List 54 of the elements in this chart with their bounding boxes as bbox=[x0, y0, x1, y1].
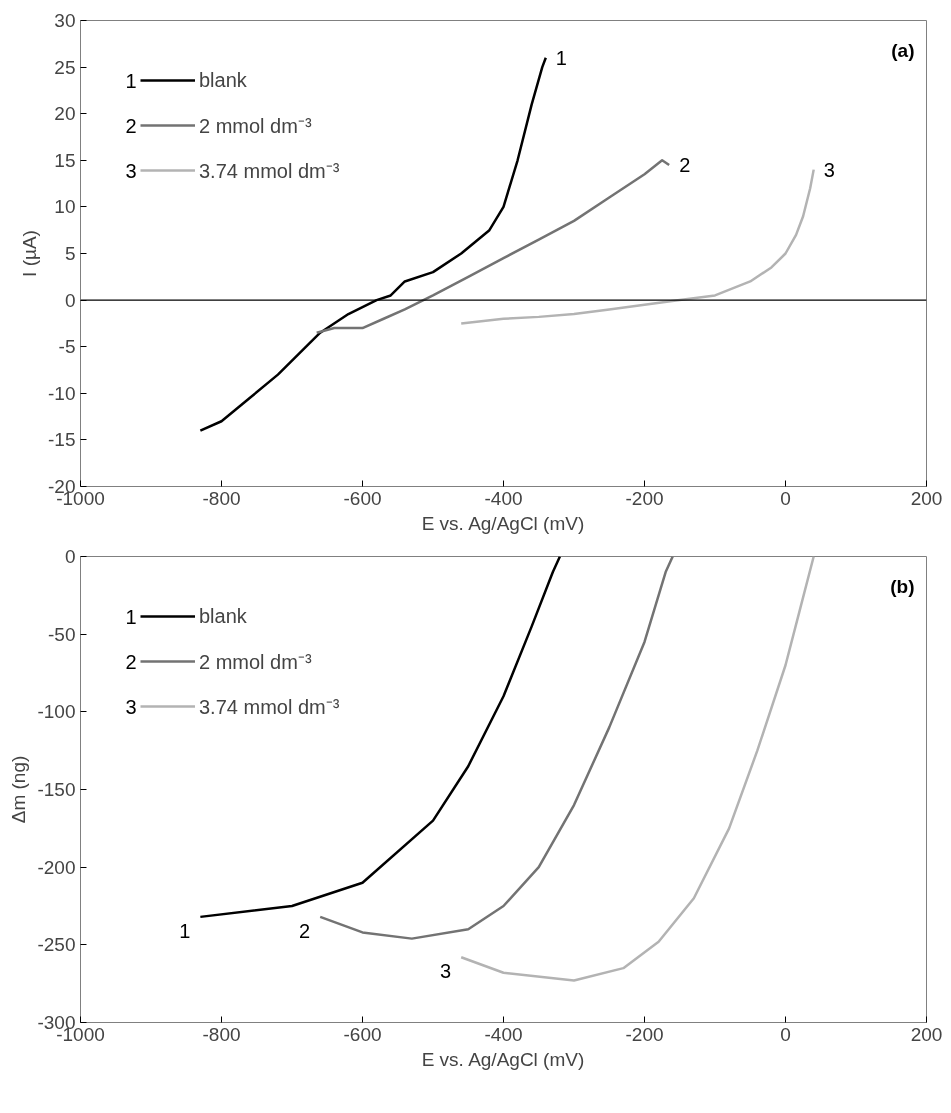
text: 1 bbox=[125, 605, 137, 628]
annotation: 2 bbox=[299, 919, 311, 942]
x-tick-label: -400 bbox=[484, 1023, 523, 1045]
legend-label: 2 mmol dm⁻³ bbox=[199, 649, 312, 675]
text: 3 bbox=[125, 159, 137, 182]
y-tick-label: -250 bbox=[37, 934, 76, 956]
x-tick-label: -800 bbox=[202, 1023, 241, 1045]
legend-label: 2 mmol dm⁻³ bbox=[199, 113, 312, 139]
y-tick-label: -150 bbox=[37, 779, 76, 800]
x-tick-label: 200 bbox=[910, 487, 943, 509]
y-tick-label: 5 bbox=[64, 243, 76, 264]
y-tick-label: 15 bbox=[54, 149, 76, 171]
x-tick-label: -200 bbox=[625, 1023, 664, 1045]
y-axis-title: I (µA) bbox=[19, 230, 41, 277]
text: 3 bbox=[125, 695, 137, 718]
y-tick-label: -15 bbox=[48, 429, 76, 451]
annotation: 3 bbox=[440, 960, 452, 983]
y-tick-label: 25 bbox=[54, 56, 76, 78]
legend-label: blank bbox=[199, 67, 247, 93]
y-tick-label: -5 bbox=[58, 336, 76, 358]
legend-label: 3.74 mmol dm⁻³ bbox=[199, 158, 340, 184]
y-tick-label: -10 bbox=[48, 382, 76, 404]
x-tick-label: -600 bbox=[343, 1023, 382, 1045]
annotation: 1 bbox=[555, 46, 567, 69]
x-tick-label: 0 bbox=[780, 487, 791, 509]
y-tick-label: 0 bbox=[64, 289, 76, 311]
x-tick-label: 0 bbox=[780, 1023, 791, 1045]
x-tick-label: 200 bbox=[910, 1023, 943, 1045]
annotation: 1 bbox=[179, 919, 191, 942]
annotation: 3 bbox=[823, 158, 835, 181]
y-axis-title: Δm (ng) bbox=[8, 755, 30, 824]
text: 2 bbox=[125, 650, 137, 673]
y-tick-label: 10 bbox=[54, 196, 76, 218]
legend-label: blank bbox=[199, 603, 247, 629]
y-tick-label: 30 bbox=[54, 10, 76, 31]
x-tick-label: -400 bbox=[484, 487, 523, 509]
x-tick-label: -200 bbox=[625, 487, 664, 509]
x-tick-label: -600 bbox=[343, 487, 382, 509]
y-tick-label: 0 bbox=[64, 546, 76, 567]
y-tick-label: -50 bbox=[48, 623, 76, 645]
line-series bbox=[459, 556, 815, 982]
text: 1 bbox=[125, 69, 137, 92]
y-tick-label: -200 bbox=[37, 856, 76, 878]
line-series bbox=[199, 556, 562, 919]
y-tick-label: -100 bbox=[37, 701, 76, 723]
annotation: 2 bbox=[679, 153, 691, 176]
y-tick-label: 20 bbox=[54, 103, 76, 125]
x-axis-title: E vs. Ag/AgCl (mV) bbox=[421, 1048, 585, 1070]
x-tick-label: -800 bbox=[202, 487, 241, 509]
text: 2 bbox=[125, 114, 137, 137]
legend-label: 3.74 mmol dm⁻³ bbox=[199, 694, 340, 720]
annotation: (a) bbox=[891, 40, 915, 61]
x-axis-title: E vs. Ag/AgCl (mV) bbox=[421, 512, 585, 534]
annotation: (b) bbox=[890, 576, 915, 597]
